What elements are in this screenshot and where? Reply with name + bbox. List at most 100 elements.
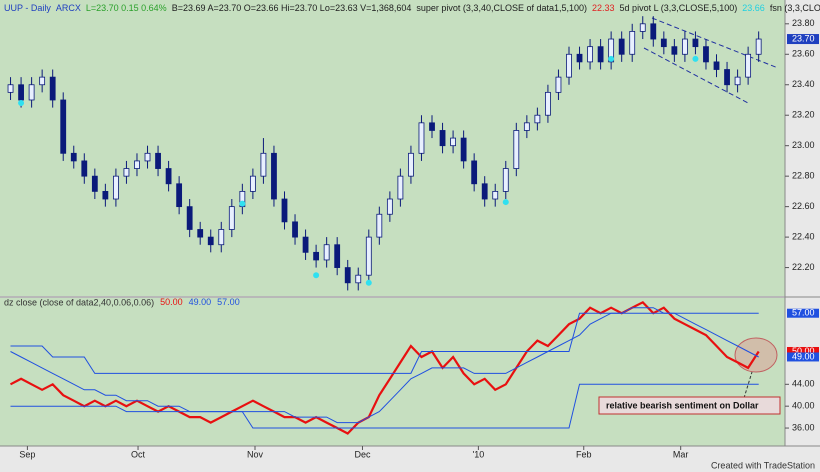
- candle-body: [292, 221, 298, 238]
- y-tick-label: 23.80: [792, 18, 815, 28]
- y-tick-label: 44.00: [792, 379, 815, 389]
- price-panel: [0, 0, 785, 296]
- candle-body: [260, 152, 267, 177]
- candle-body: [671, 46, 678, 55]
- y-tick-label: 23.20: [792, 110, 815, 120]
- candle-body: [418, 122, 425, 154]
- indicator-line: [10, 383, 759, 429]
- footer: Created with TradeStation: [711, 460, 815, 470]
- candle-body: [207, 236, 214, 246]
- candle-body: [587, 46, 593, 63]
- y-tick-label: 22.60: [792, 201, 815, 211]
- legend-value: 50.00: [160, 297, 183, 307]
- candle-body: [713, 61, 720, 70]
- candle-body: [155, 152, 161, 169]
- candle-body: [597, 46, 604, 63]
- channel-line: [651, 17, 779, 69]
- candle-body: [376, 213, 383, 238]
- candle-body: [681, 38, 688, 55]
- header-item: 23.66: [742, 3, 765, 13]
- candle-body: [365, 236, 372, 276]
- candle-body: [555, 76, 562, 93]
- x-tick-label: Sep: [19, 449, 35, 459]
- header-item: UUP - Daily: [4, 3, 51, 13]
- pivot-dot: [239, 200, 246, 207]
- candle-body: [323, 244, 330, 261]
- x-tick-label: '10: [473, 449, 485, 459]
- candle-body: [144, 152, 151, 162]
- header-item: super pivot (3,3,40,CLOSE of data1,5,100…: [416, 3, 587, 13]
- legend-value: 57.00: [217, 297, 240, 307]
- candle-body: [745, 53, 752, 78]
- candle-body: [534, 114, 541, 124]
- candle-body: [39, 76, 46, 86]
- candle-body: [7, 84, 14, 93]
- candle-body: [450, 137, 456, 147]
- candle-body: [249, 175, 256, 192]
- candle-body: [49, 76, 56, 101]
- candle-body: [344, 267, 351, 284]
- indicator-line: [10, 307, 759, 424]
- pivot-dot: [502, 199, 509, 206]
- pivot-dot: [365, 279, 372, 286]
- legend-value: 49.00: [189, 297, 212, 307]
- candle-body: [513, 130, 520, 169]
- candle-body: [523, 122, 530, 131]
- indicator-panel: [0, 298, 785, 446]
- candle-body: [660, 38, 667, 48]
- header-item: ARCX: [56, 3, 81, 13]
- x-tick-label: Feb: [576, 449, 592, 459]
- annotation-arrow: [743, 371, 753, 399]
- indicator-line: [10, 312, 759, 374]
- x-tick-label: Oct: [131, 449, 146, 459]
- y-tick-label: 23.60: [792, 49, 815, 59]
- candle-body: [460, 137, 467, 162]
- indicator-line: [9, 300, 760, 435]
- candle-body: [755, 38, 762, 55]
- pivot-dot: [313, 272, 320, 279]
- candle-body: [18, 84, 24, 101]
- candle-body: [481, 183, 488, 200]
- y-tick-label: 36.00: [792, 422, 815, 432]
- candle-body: [408, 152, 414, 177]
- candle-body: [239, 190, 246, 208]
- y-tick-label: 22.20: [792, 262, 815, 272]
- candle-body: [28, 84, 35, 101]
- pivot-dot: [692, 55, 699, 62]
- header-item: B=23.69 A=23.70 O=23.66 Hi=23.70 Lo=23.6…: [172, 3, 412, 13]
- candle-body: [228, 206, 235, 230]
- last-value-label: 57.00: [792, 308, 815, 318]
- candle-body: [566, 53, 572, 78]
- candle-body: [618, 38, 625, 55]
- x-tick-label: Mar: [673, 449, 689, 459]
- y-tick-label: 23.40: [792, 79, 815, 89]
- candle-body: [313, 251, 320, 261]
- y-tick-label: 40.00: [792, 401, 815, 411]
- candle-body: [724, 69, 730, 86]
- header-item: 5d pivot L (3,3,CLOSE,5,100): [620, 3, 738, 13]
- candle-body: [165, 168, 172, 185]
- candle-body: [134, 160, 140, 169]
- candle-body: [502, 168, 509, 192]
- last-price-box: [787, 34, 819, 45]
- last-value-box: [787, 308, 819, 318]
- pivot-dot: [608, 55, 615, 62]
- x-tick-label: Dec: [354, 449, 371, 459]
- last-value-label: 50.00: [792, 346, 815, 356]
- candle-body: [650, 23, 657, 40]
- candle-body: [545, 91, 551, 116]
- candle-body: [629, 31, 636, 55]
- header-item: fsn (3,3,CLOSE of data1,5,10(: [770, 3, 820, 13]
- candle-body: [302, 236, 309, 253]
- candle-body: [81, 160, 88, 177]
- candle-body: [123, 168, 130, 177]
- candle-body: [386, 198, 393, 215]
- header: UUP - Daily ARCX L=23.70 0.15 0.64% B=23.69…: [4, 3, 820, 13]
- candle-body: [639, 23, 646, 32]
- candle-body: [91, 175, 98, 192]
- annotation: relative bearish sentiment on Dollar: [606, 400, 759, 410]
- last-price-label: 23.70: [792, 33, 815, 43]
- candle-body: [692, 38, 699, 48]
- candle-body: [218, 229, 225, 246]
- y-tick-label: 23.00: [792, 140, 815, 150]
